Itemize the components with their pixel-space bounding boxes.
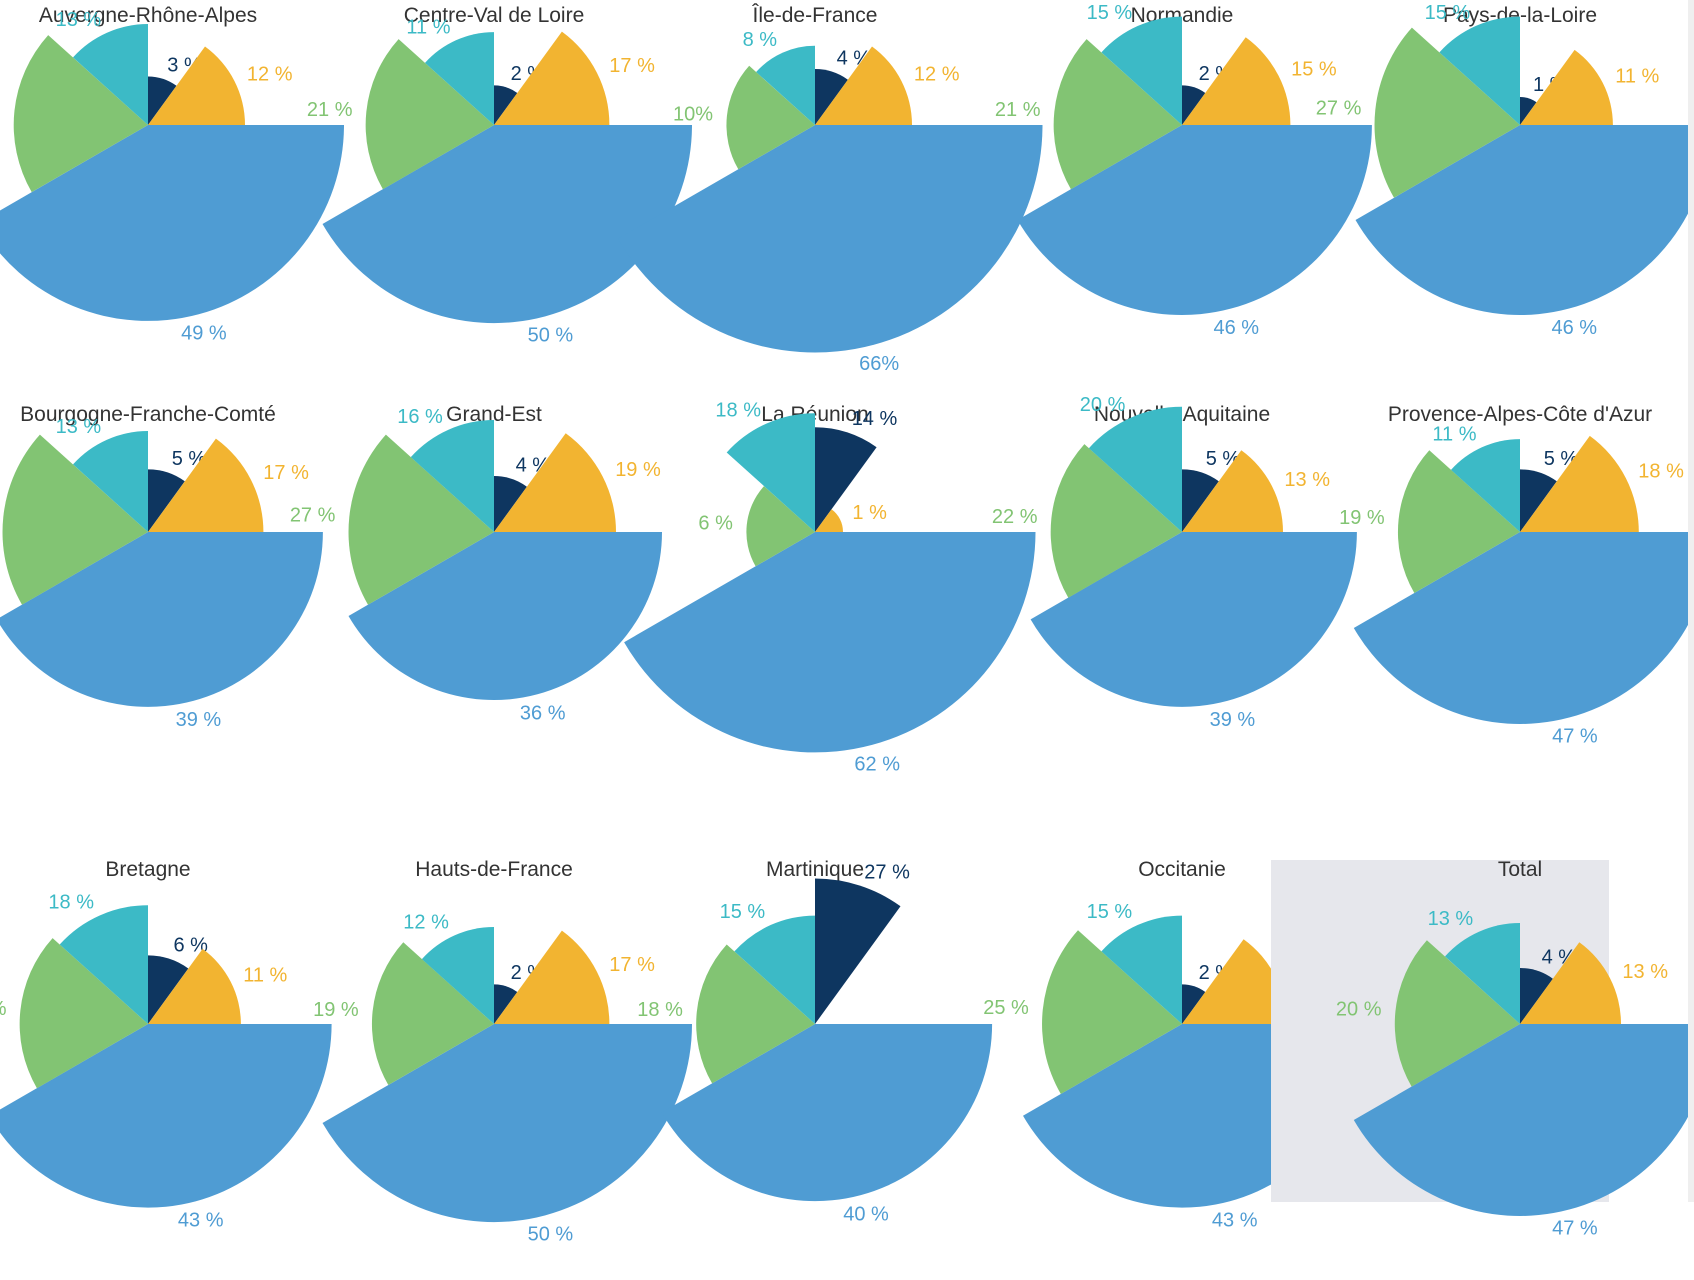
value-label-blue: 40 % <box>843 1203 889 1225</box>
value-label-green: 23% <box>0 99 1 121</box>
value-label-teal: 11 % <box>1432 423 1476 445</box>
polar-area-chart: 14 % 1 % 62 % 6 % 18 % <box>632 400 970 820</box>
polar-area-chart: 4 %19 %36 %27 %16 % <box>317 400 655 820</box>
value-label-green: 22 % <box>992 506 1038 528</box>
value-label-teal: 15 % <box>720 901 766 923</box>
polar-area-chart: 4 %13 %47 %20 %13 % <box>1271 860 1609 1280</box>
polar-area-chart: 5 %18 %47 %19 %11 % <box>1271 400 1609 820</box>
polar-area-chart: 2 %17 %50 %19 %12 % <box>317 850 655 1270</box>
value-label-green: 19 % <box>313 999 359 1021</box>
value-label-blue: 43 % <box>1212 1210 1258 1232</box>
value-label-blue: 62 % <box>854 753 900 775</box>
polar-area-chart: 27 % 40 % 18 % 15 % <box>632 850 970 1270</box>
value-label-green: 27 % <box>290 504 336 526</box>
value-label-dark-navy: 27 % <box>864 861 910 883</box>
value-label-blue: 43 % <box>178 1210 224 1232</box>
value-label-teal: 13 % <box>1428 908 1474 930</box>
value-label-yellow: 11 % <box>243 965 287 987</box>
value-label-blue: 49 % <box>181 323 227 345</box>
value-label-blue: 47 % <box>1552 1218 1598 1240</box>
value-label-teal: 16 % <box>397 406 443 428</box>
value-label-teal: 13 % <box>56 416 102 438</box>
value-label-yellow: 11 % <box>1615 66 1659 88</box>
value-label-yellow: 1 % <box>852 502 887 524</box>
chart-panel: Nouvelle-Aquitaine5 %13 %39 %22 %20 % <box>946 400 1284 800</box>
value-label-green: 10% <box>673 103 713 125</box>
polar-area-chart: 1 %11 %46 %27 %15 % <box>1271 0 1609 420</box>
polar-area-chart: 5 %17 %39 %27 %13 % <box>0 400 338 820</box>
value-label-yellow: 18 % <box>1638 461 1684 483</box>
value-label-blue: 46 % <box>1214 317 1260 339</box>
value-label-teal: 18 % <box>715 400 761 422</box>
polar-area-chart: 5 %13 %39 %22 %20 % <box>946 400 1284 820</box>
value-label-green: 21 % <box>307 99 353 121</box>
value-label-green: 19 % <box>1339 507 1385 529</box>
value-label-yellow: 12 % <box>247 64 293 86</box>
polar-area-chart: 2 %17 %50 %21 %11 % <box>317 0 655 420</box>
value-label-blue: 39 % <box>176 709 222 731</box>
value-label-green: 21% <box>0 998 7 1020</box>
value-label-teal: 15 % <box>1087 901 1133 923</box>
value-label-green: 20 % <box>1336 998 1382 1020</box>
value-label-dark-navy: 14 % <box>852 408 898 430</box>
polar-area-chart: 2 %15 %46 %21 %15 % <box>946 0 1284 420</box>
value-label-teal: 15 % <box>1425 2 1471 24</box>
value-label-green: 25 % <box>983 997 1029 1019</box>
value-label-blue: 66% <box>859 353 899 375</box>
right-edge-strip <box>1688 0 1694 1202</box>
polar-area-chart: 3 %12 %49 %23%13 % <box>0 0 338 420</box>
value-label-blue: 39 % <box>1210 709 1256 731</box>
value-label-yellow: 13 % <box>1622 961 1668 983</box>
polar-area-chart: 6 %11 %43 %21%18 % <box>0 850 338 1270</box>
value-label-blue: 50 % <box>528 1224 574 1246</box>
value-label-green: 18 % <box>637 999 683 1021</box>
value-label-green: 27 % <box>1316 97 1362 119</box>
value-label-green: 21 % <box>995 99 1041 121</box>
polar-area-chart: 4 %12 %66%10%8 % <box>632 0 970 420</box>
value-label-teal: 13 % <box>56 9 102 31</box>
value-label-teal: 18 % <box>48 892 94 914</box>
value-label-blue: 46 % <box>1552 317 1598 339</box>
value-label-teal: 11 % <box>406 16 450 38</box>
value-label-blue: 47 % <box>1552 726 1598 748</box>
value-label-blue: 36 % <box>520 703 566 725</box>
value-label-teal: 20 % <box>1080 394 1126 416</box>
value-label-blue: 50 % <box>528 325 574 347</box>
value-label-teal: 12 % <box>403 912 449 934</box>
value-label-teal: 15 % <box>1087 2 1133 24</box>
value-label-yellow: 17 % <box>263 462 309 484</box>
segment-dark-navy <box>815 879 901 1025</box>
polar-area-chart: 2 %14 %43 %25 %15 % <box>946 850 1284 1270</box>
value-label-green: 6 % <box>698 512 733 534</box>
value-label-teal: 8 % <box>743 29 778 51</box>
